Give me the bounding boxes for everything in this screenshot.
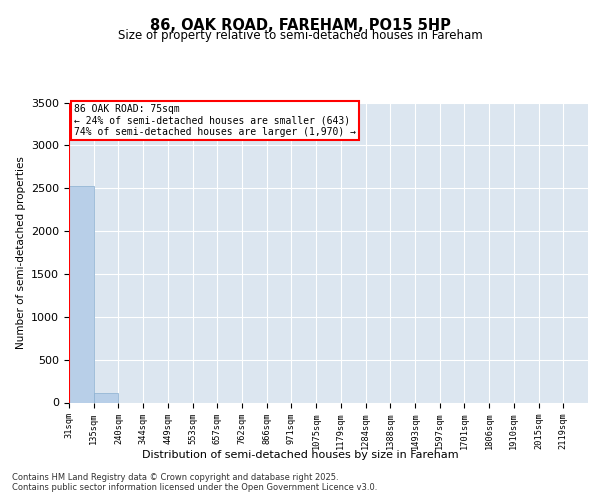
Text: Contains HM Land Registry data © Crown copyright and database right 2025.: Contains HM Land Registry data © Crown c… <box>12 472 338 482</box>
Text: Distribution of semi-detached houses by size in Fareham: Distribution of semi-detached houses by … <box>142 450 458 460</box>
Text: 86 OAK ROAD: 75sqm
← 24% of semi-detached houses are smaller (643)
74% of semi-d: 86 OAK ROAD: 75sqm ← 24% of semi-detache… <box>74 104 356 137</box>
Text: Size of property relative to semi-detached houses in Fareham: Size of property relative to semi-detach… <box>118 29 482 42</box>
Bar <box>94 393 118 402</box>
Y-axis label: Number of semi-detached properties: Number of semi-detached properties <box>16 156 26 349</box>
Bar <box>69 186 94 402</box>
Text: 86, OAK ROAD, FAREHAM, PO15 5HP: 86, OAK ROAD, FAREHAM, PO15 5HP <box>149 18 451 32</box>
Text: Contains public sector information licensed under the Open Government Licence v3: Contains public sector information licen… <box>12 482 377 492</box>
